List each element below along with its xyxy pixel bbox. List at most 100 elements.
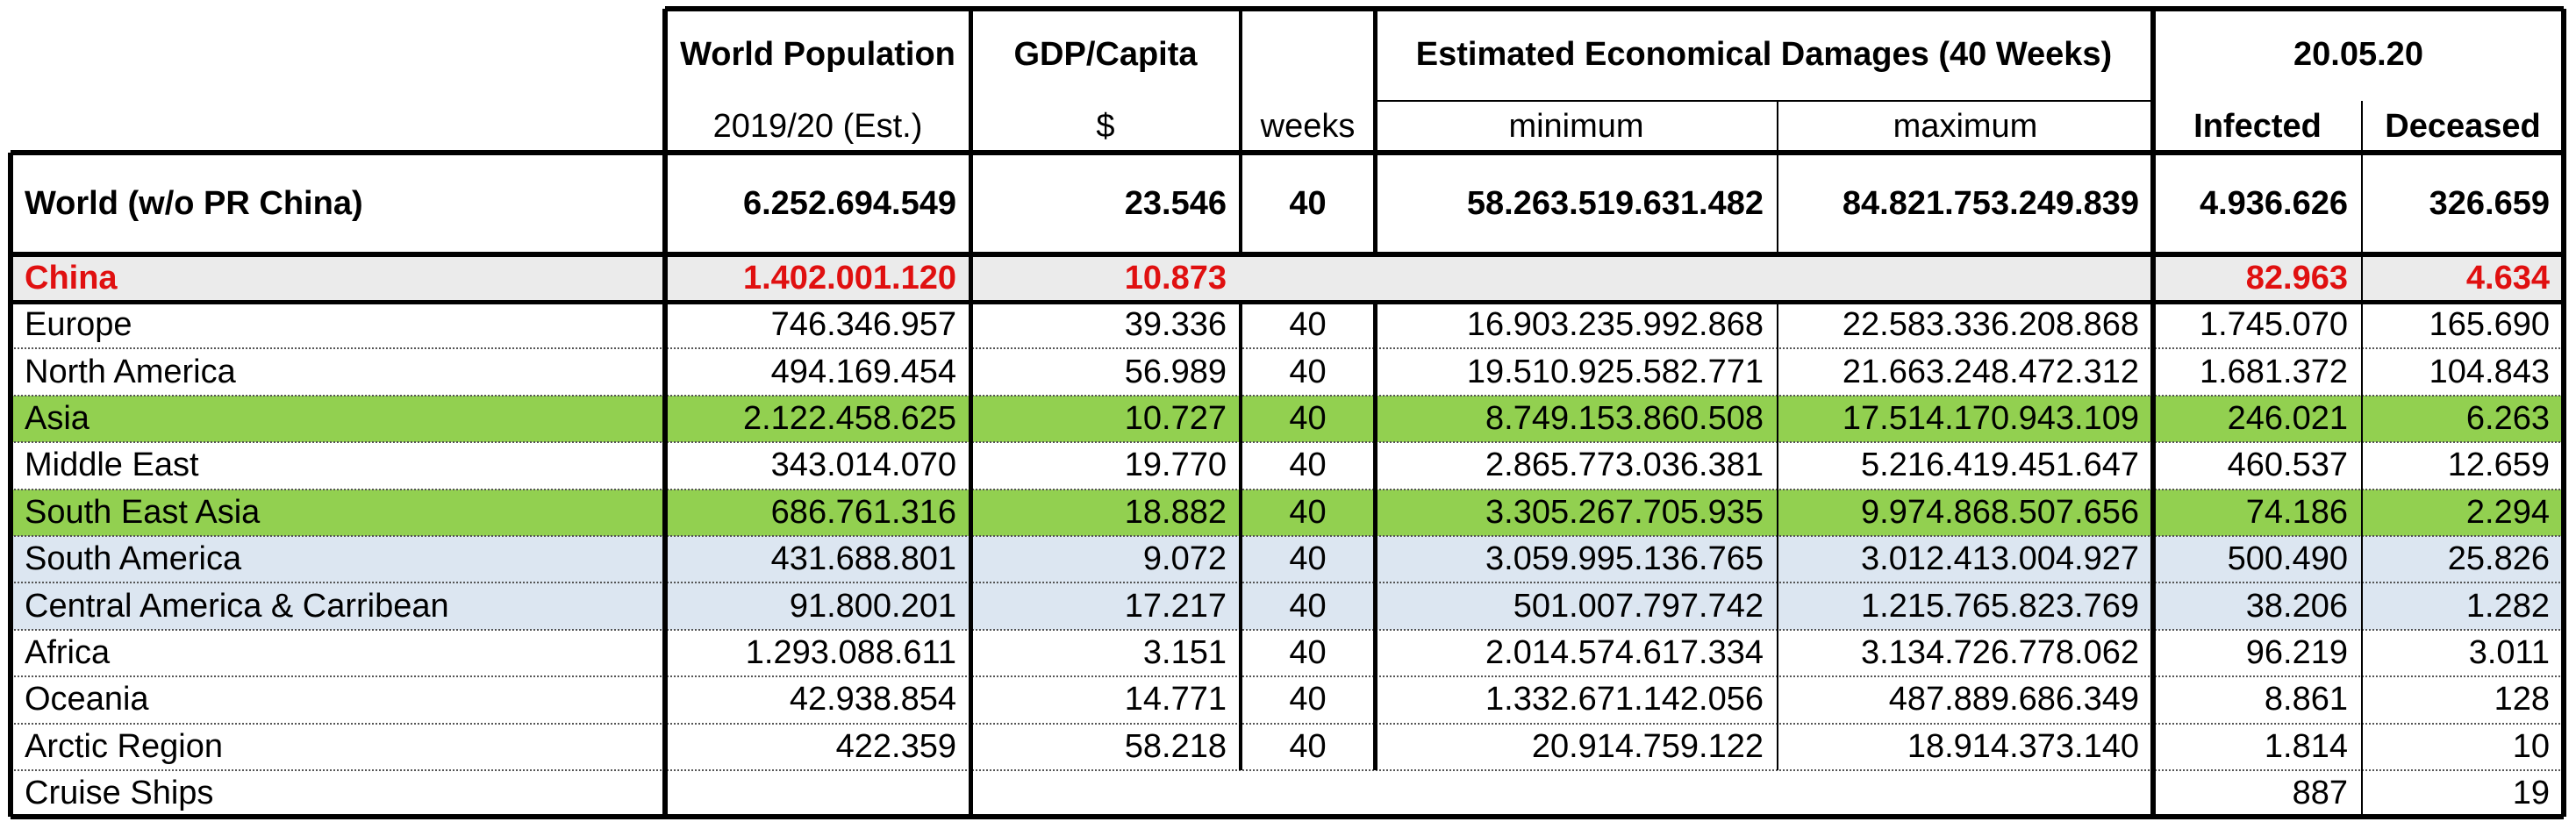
region-cell-weeks: 40 — [1289, 447, 1327, 484]
region-cell-infected: 8.861 — [2264, 681, 2348, 718]
row-highlight-blue — [11, 582, 2564, 630]
region-cell-infected: 96.219 — [2245, 633, 2348, 671]
region-cell-weeks: 40 — [1289, 399, 1327, 437]
header-world-population: World Population — [680, 36, 955, 73]
region-cell-max: 17.514.170.943.109 — [1842, 399, 2139, 437]
header-gdp-unit: $ — [1096, 108, 1115, 145]
region-cell-max: 5.216.419.451.647 — [1861, 447, 2139, 484]
row-highlight-green — [11, 395, 2564, 443]
region-cell-name: Europe — [25, 306, 132, 344]
region-cell-infected: 1.814 — [2264, 727, 2348, 765]
region-cell-min: 3.059.995.136.765 — [1485, 540, 1764, 578]
col-border-damages-lower — [1372, 302, 1377, 770]
region-cell-gdp: 9.072 — [1142, 540, 1227, 578]
world-row-bottom-border — [11, 252, 2564, 257]
region-cell-max: 21.663.248.472.312 — [1842, 353, 2139, 390]
region-cell-min: 3.305.267.705.935 — [1485, 493, 1764, 531]
region-cell-infected: 1.745.070 — [2199, 306, 2348, 344]
col-border-gdp — [968, 9, 973, 818]
region-cell-name: Asia — [25, 399, 89, 437]
damages-subheader-rule — [1377, 100, 2153, 102]
china-cell: 1.402.001.120 — [742, 259, 956, 297]
region-cell-min: 16.903.235.992.868 — [1466, 306, 1764, 344]
header-gdp-capita: GDP/Capita — [1013, 36, 1198, 73]
header-minimum: minimum — [1508, 108, 1644, 145]
region-cell-max: 1.215.765.823.769 — [1861, 587, 2139, 625]
col-border-deceased — [2361, 101, 2363, 818]
region-cell-deceased: 25.826 — [2447, 540, 2550, 578]
china-cell: 10.873 — [1124, 259, 1227, 297]
region-cell-weeks: 40 — [1289, 306, 1327, 344]
world-row-top-border — [11, 150, 2564, 155]
table-bottom-border — [11, 814, 2564, 820]
world-cell: 40 — [1289, 184, 1327, 222]
region-cell-population: 422.359 — [835, 727, 956, 765]
header-top-border — [665, 6, 2564, 11]
region-cell-gdp: 58.218 — [1124, 727, 1227, 765]
region-cell-name: North America — [25, 353, 236, 390]
row-highlight-green — [11, 489, 2564, 536]
region-cell-min: 501.007.797.742 — [1513, 587, 1764, 625]
col-border-damages — [1372, 9, 1377, 254]
region-cell-deceased: 104.843 — [2429, 353, 2550, 390]
row-separator — [11, 582, 2564, 584]
china-row-bottom-border — [11, 299, 2564, 304]
region-cell-weeks: 40 — [1289, 540, 1327, 578]
right-border — [2561, 9, 2566, 818]
region-cell-max: 22.583.336.208.868 — [1842, 306, 2139, 344]
china-row-background — [11, 254, 2564, 302]
region-cell-name: Arctic Region — [25, 727, 223, 765]
col-border-weeks-lower — [1239, 302, 1242, 770]
row-separator — [11, 628, 2564, 631]
header-population-year: 2019/20 (Est.) — [712, 108, 923, 145]
region-cell-gdp: 18.882 — [1124, 493, 1227, 531]
row-separator — [11, 441, 2564, 444]
region-cell-population: 91.800.201 — [789, 587, 956, 625]
cruise-deceased: 19 — [2512, 775, 2550, 812]
region-cell-gdp: 10.727 — [1124, 399, 1227, 437]
row-separator — [11, 347, 2564, 350]
china-cell: 82.963 — [2245, 259, 2348, 297]
region-cell-min: 1.332.671.142.056 — [1485, 681, 1764, 718]
region-cell-gdp: 39.336 — [1124, 306, 1227, 344]
region-cell-deceased: 2.294 — [2465, 493, 2550, 531]
region-cell-infected: 1.681.372 — [2199, 353, 2348, 390]
region-cell-min: 20.914.759.122 — [1531, 727, 1764, 765]
region-cell-name: South East Asia — [25, 493, 261, 531]
region-cell-min: 2.014.574.617.334 — [1485, 633, 1764, 671]
row-separator — [11, 675, 2564, 678]
region-cell-infected: 500.490 — [2227, 540, 2348, 578]
region-cell-infected: 74.186 — [2245, 493, 2348, 531]
region-cell-infected: 38.206 — [2245, 587, 2348, 625]
region-cell-deceased: 3.011 — [2468, 633, 2550, 671]
region-cell-name: South America — [25, 540, 242, 578]
region-cell-population: 686.761.316 — [770, 493, 956, 531]
region-cell-deceased: 128 — [2494, 681, 2550, 718]
col-border-population — [662, 9, 668, 818]
col-border-weeks — [1239, 9, 1242, 254]
region-cell-gdp: 17.217 — [1124, 587, 1227, 625]
region-cell-name: Central America & Carribean — [25, 587, 449, 625]
region-cell-max: 9.974.868.507.656 — [1861, 493, 2139, 531]
region-cell-min: 8.749.153.860.508 — [1485, 399, 1764, 437]
region-cell-max: 18.914.373.140 — [1907, 727, 2139, 765]
region-cell-weeks: 40 — [1289, 587, 1327, 625]
region-cell-infected: 246.021 — [2227, 399, 2348, 437]
region-cell-min: 2.865.773.036.381 — [1485, 447, 1764, 484]
region-cell-name: Middle East — [25, 447, 199, 484]
region-cell-name: Oceania — [25, 681, 149, 718]
left-border — [8, 153, 13, 818]
region-cell-population: 494.169.454 — [770, 353, 956, 390]
header-weeks: weeks — [1260, 108, 1356, 145]
row-separator — [11, 535, 2564, 537]
region-cell-deceased: 1.282 — [2465, 587, 2550, 625]
world-cell: 23.546 — [1124, 184, 1227, 222]
region-cell-weeks: 40 — [1289, 727, 1327, 765]
row-separator — [11, 769, 2564, 771]
col-border-infected — [2150, 9, 2156, 818]
region-cell-population: 1.293.088.611 — [745, 633, 956, 671]
region-cell-gdp: 3.151 — [1142, 633, 1227, 671]
world-cell: 326.659 — [2429, 184, 2550, 222]
region-cell-deceased: 165.690 — [2429, 306, 2550, 344]
region-cell-min: 19.510.925.582.771 — [1466, 353, 1764, 390]
